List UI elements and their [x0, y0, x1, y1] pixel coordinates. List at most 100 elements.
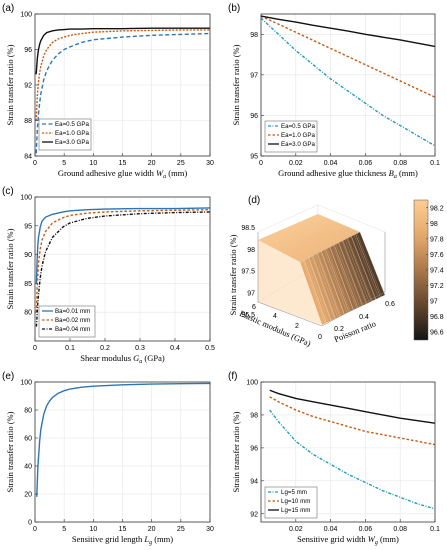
- y-tick-label: 100: [20, 195, 32, 202]
- x-label-var: G: [133, 353, 139, 363]
- legend-b: Ea=0.5 GPa Ea=1.0 GPa Ea=3.0 GPa: [264, 120, 318, 153]
- y-axis-label-e: Strain transfer ratio (%): [5, 411, 15, 492]
- x-tick-label: 0.08: [393, 160, 407, 167]
- z-tick-label: 96.5: [241, 312, 255, 319]
- x-tick-label: 15: [119, 160, 127, 167]
- surface-strip: [297, 231, 360, 262]
- y-tick-label: 95: [250, 154, 258, 161]
- x-label-text: Sensitive grid width: [297, 534, 368, 544]
- surface-strip: [258, 214, 321, 242]
- surface-mesh-line: [347, 237, 373, 302]
- surface-mesh-line: [305, 258, 329, 323]
- x-axis-label-b: Ground adhesive glue thickness Ba (mm): [278, 168, 418, 180]
- surface-strip: [283, 225, 346, 255]
- legend-entry: Ea=0.5 GPa: [281, 123, 315, 130]
- colorbar-tick-label: 97.8: [430, 236, 444, 243]
- y-tick-label: 98: [250, 32, 258, 39]
- x-tick-label: 0.4: [170, 345, 180, 352]
- series-line-b-0: [261, 17, 435, 147]
- x-label-sub: a: [394, 174, 397, 180]
- x-label-var: W: [368, 534, 376, 544]
- y-axis-label-b: Strain transfer ratio (%): [231, 44, 241, 125]
- z-tick-label: 97: [247, 290, 255, 297]
- panel-label-c: (c): [2, 186, 14, 197]
- series-line-a-2: [35, 27, 210, 75]
- x-tick-label: 0: [259, 160, 263, 167]
- y-tick-label: 100: [246, 380, 258, 387]
- surface-mesh-line: [338, 242, 364, 306]
- surface-mesh-line: [326, 248, 351, 312]
- series-line-b-1: [261, 15, 435, 98]
- panel-a: (a) 0 5 10 15 20 25 30 84 88 92 96 100 Ground adhesiv…: [2, 3, 214, 180]
- x-tick-label: 0.02: [289, 526, 303, 533]
- y-tick-label: 96: [250, 445, 258, 452]
- y-axis-label-d: Poisson ratio: [333, 318, 378, 344]
- surface-mesh-line: [332, 245, 357, 309]
- y-tick-label: 94: [250, 478, 258, 485]
- panel-c: (c) 0 0.1 0.2 0.3 0.4 0.5 80 85 90 95 100 Shear modu…: [2, 186, 215, 365]
- surface-strip: [295, 230, 358, 261]
- legend-c: Ba=0.01 mm Ba=0.02 mm Ba=0.04 mm: [38, 305, 96, 338]
- y-tick-label: 100: [20, 12, 32, 19]
- x-label-sub: a: [163, 174, 166, 180]
- y-tick-label: 84: [24, 154, 32, 161]
- x-label-var: L: [143, 534, 149, 544]
- x-tick-label: 0.2: [100, 345, 110, 352]
- legend-entry: Lg=5 mm: [281, 489, 307, 496]
- panel-f: (f) 0.02 0.04 0.06 0.08 0.1 92 94 96 98 100 Sensiti…: [228, 371, 440, 546]
- x-tick-label: 25: [177, 526, 185, 533]
- legend-box: [264, 120, 318, 153]
- legend-box: [38, 118, 92, 151]
- colorbar-tick-label: 96.6: [430, 330, 444, 337]
- y-tick-label: 98: [250, 412, 258, 419]
- x-label-sub: g: [375, 540, 378, 546]
- z-tick-label: 98: [247, 247, 255, 254]
- x-label-text: Shear modulus: [80, 353, 133, 363]
- x-tick-label: 25: [177, 160, 185, 167]
- x-tick-label: 0.1: [65, 345, 75, 352]
- panel-label-e: (e): [2, 371, 14, 382]
- series-line-e-0: [36, 382, 210, 497]
- plot-frame-f: [260, 381, 436, 523]
- x-tick-label: 0: [33, 345, 37, 352]
- legend-entry: Ea=3.0 GPa: [281, 141, 315, 148]
- legend-f: Lg=5 mm Lg=10 mm Lg=15 mm: [264, 486, 318, 519]
- x-tick-label: 5: [62, 160, 66, 167]
- series-line-c-1: [35, 208, 210, 313]
- surface-mesh-line: [350, 236, 376, 300]
- y-tick-label: 40: [24, 464, 32, 471]
- colorbar-tick-label: 96.8: [430, 314, 444, 321]
- surface-mesh-line: [314, 254, 338, 318]
- z-axis-label: Strain transfer ratio (%): [228, 234, 238, 315]
- surface-strip: [265, 217, 328, 245]
- y-tick-label: 92: [24, 83, 32, 90]
- surface-mesh-line: [311, 255, 335, 320]
- surface-mesh-line: [335, 243, 360, 308]
- surface-mesh-line: [353, 234, 379, 299]
- x-label-unit: (mm): [397, 168, 418, 178]
- surface-mesh-line: [356, 233, 383, 297]
- surface-strip: [267, 218, 330, 247]
- surface-strip: [290, 228, 353, 259]
- surface-mesh-line: [317, 252, 342, 317]
- series-line-c-2: [35, 211, 210, 327]
- y-tick-label: 90: [24, 252, 32, 259]
- surface-mesh-line: [302, 260, 326, 324]
- x-tick-label: 0.04: [324, 160, 338, 167]
- x-axis-label-c: Shear modulus Ga (GPa): [80, 353, 165, 365]
- x-tick-label: 0.06: [359, 526, 373, 533]
- surface-strip: [272, 220, 335, 249]
- legend-entry: Lg=15 mm: [281, 507, 310, 514]
- surface-strip: [279, 223, 342, 253]
- panel-b: (b) 0 0.02 0.04 0.06 0.08 0.1 95 96 97 98 Ground ad…: [228, 3, 440, 180]
- x-tick-label: 0: [33, 526, 37, 533]
- legend-entry: Ea=0.5 GPa: [55, 121, 89, 128]
- x-tick-label: 0: [318, 334, 322, 341]
- y-tick-label: 97: [250, 72, 258, 79]
- x-label-unit: (mm): [152, 534, 173, 544]
- x-label-text: Sensitive grid length: [72, 534, 144, 544]
- surface-mesh-line: [341, 240, 367, 305]
- y-tick-label: 0: [28, 520, 32, 527]
- y-axis-label-c: Strain transfer ratio (%): [5, 228, 15, 309]
